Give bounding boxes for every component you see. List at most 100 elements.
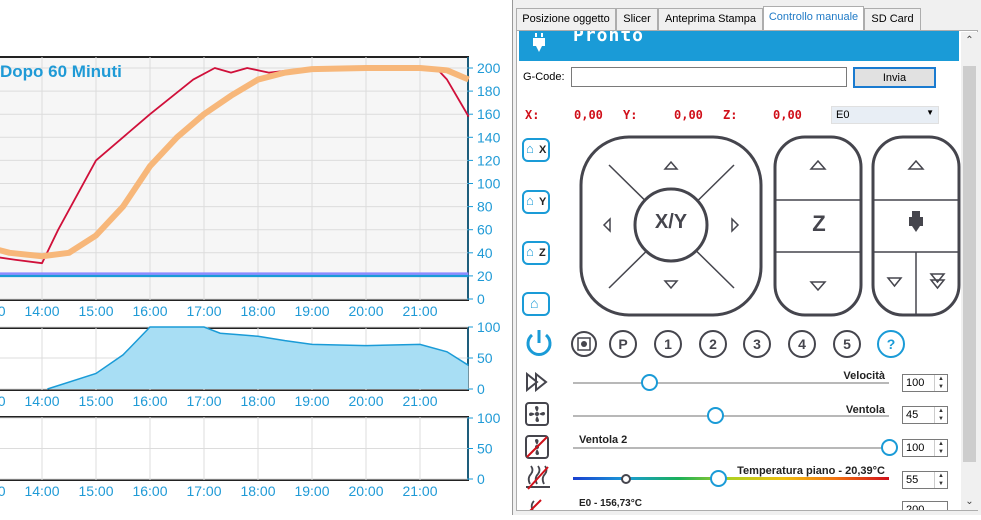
chevron-down-icon: ▼ xyxy=(926,108,934,117)
y-coord-label: Y: xyxy=(623,108,638,122)
x-tick-label: 16:00 xyxy=(132,393,167,409)
x-tick-label: 15:00 xyxy=(78,483,113,499)
double-arrow-down-icon[interactable] xyxy=(929,273,946,284)
chart-title: Dopo 60 Minuti xyxy=(0,62,122,81)
x-tick-label: 21:00 xyxy=(402,393,437,409)
z-label: Z xyxy=(812,211,826,236)
fan2-slider[interactable] xyxy=(573,447,889,449)
area-fill xyxy=(47,327,469,389)
arrow-up-icon[interactable] xyxy=(663,160,679,170)
y-tick-label: 50 xyxy=(477,441,493,457)
tab-anteprima-stampa[interactable]: Anteprima Stampa xyxy=(658,8,763,30)
vertical-scrollbar[interactable]: ⌃ ⌄ xyxy=(961,32,978,510)
tab-sd-card[interactable]: SD Card xyxy=(864,8,921,30)
x-tick-label: 13:00 xyxy=(0,483,6,499)
y-tick-label: 0 xyxy=(477,381,485,397)
preset-1-button[interactable]: 1 xyxy=(654,330,682,358)
control-panel: Posizione oggetto Slicer Anteprima Stamp… xyxy=(513,0,981,515)
fan-slider-thumb[interactable] xyxy=(707,407,725,424)
y-tick-label: 160 xyxy=(477,106,501,122)
tab-controllo-manuale[interactable]: Controllo manuale xyxy=(763,6,864,31)
arrow-up-icon[interactable] xyxy=(907,159,925,170)
status-bar: Pronto xyxy=(519,31,959,61)
x-tick-label: 18:00 xyxy=(240,303,275,319)
bed-temp-stepper[interactable]: 55 ▲ ▼ xyxy=(902,471,948,489)
z-jog-pad[interactable] xyxy=(773,135,863,317)
extruder-select[interactable]: E0 ▼ xyxy=(831,106,939,124)
arrow-left-icon[interactable] xyxy=(602,217,611,233)
send-button[interactable]: Invia xyxy=(853,67,936,88)
home-all-button[interactable]: ⌂ xyxy=(522,292,550,316)
x-tick-label: 15:00 xyxy=(78,393,113,409)
home-x-button[interactable]: ⌂ X xyxy=(522,138,550,162)
arrow-up-icon[interactable] xyxy=(809,159,827,170)
home-y-button[interactable]: ⌂ Y xyxy=(522,190,550,214)
x-tick-label: 18:00 xyxy=(240,393,275,409)
home-icon: ⌂ xyxy=(526,244,534,259)
y-tick-label: 60 xyxy=(477,222,493,238)
y-tick-label: 140 xyxy=(477,129,501,145)
y-tick-label: 0 xyxy=(477,291,485,307)
e0-temp-stepper[interactable]: 200 xyxy=(902,501,948,510)
arrow-down-icon[interactable] xyxy=(809,281,827,292)
speed-slider[interactable] xyxy=(573,382,889,384)
scrollbar-thumb[interactable] xyxy=(963,66,976,462)
bed-temp-slider-thumb[interactable] xyxy=(710,470,728,487)
y-tick-label: 120 xyxy=(477,152,501,168)
status-text: Pronto xyxy=(573,30,645,46)
xy-jog-pad[interactable] xyxy=(579,135,763,317)
x-tick-label: 18:00 xyxy=(240,483,275,499)
tab-posizione-oggetto[interactable]: Posizione oggetto xyxy=(516,8,616,30)
extruder-jog-pad[interactable] xyxy=(871,135,961,317)
x-tick-label: 15:00 xyxy=(78,303,113,319)
arrow-down-icon[interactable] xyxy=(886,277,903,288)
y-tick-label: 50 xyxy=(477,350,493,366)
home-z-button[interactable]: ⌂ Z xyxy=(522,241,550,265)
bed-current-temp-marker xyxy=(621,474,631,484)
arrow-down-icon[interactable] xyxy=(663,280,679,290)
preset-p-button[interactable]: P xyxy=(609,330,637,358)
x-tick-label: 20:00 xyxy=(348,393,383,409)
camera-icon[interactable] xyxy=(570,330,598,358)
fan-slider[interactable] xyxy=(573,415,889,417)
home-icon: ⌂ xyxy=(530,295,539,311)
speed-icon xyxy=(526,372,548,392)
extruder-icon xyxy=(909,211,923,232)
x-tick-label: 16:00 xyxy=(132,303,167,319)
y-tick-label: 100 xyxy=(477,176,501,192)
fan2-slider-thumb[interactable] xyxy=(881,439,898,456)
x-tick-label: 14:00 xyxy=(24,483,59,499)
preset-4-button[interactable]: 4 xyxy=(788,330,816,358)
arrow-right-icon[interactable] xyxy=(731,217,740,233)
x-tick-label: 17:00 xyxy=(186,393,221,409)
home-icon: ⌂ xyxy=(526,193,534,208)
x-coord-label: X: xyxy=(525,108,540,122)
power-icon[interactable] xyxy=(523,327,555,359)
fan-icon xyxy=(525,402,549,426)
chart-0-plot-area xyxy=(0,56,469,301)
gcode-input[interactable] xyxy=(571,67,847,87)
y-tick-label: 180 xyxy=(477,83,501,99)
fan2-stepper[interactable]: 100 ▲ ▼ xyxy=(902,439,948,457)
preset-2-button[interactable]: 2 xyxy=(699,330,727,358)
x-tick-label: 17:00 xyxy=(186,483,221,499)
scroll-down-icon[interactable]: ⌄ xyxy=(965,496,974,507)
x-tick-label: 21:00 xyxy=(402,483,437,499)
y-tick-label: 200 xyxy=(477,60,501,76)
help-button[interactable]: ? xyxy=(877,330,905,358)
nozzle-icon xyxy=(529,499,542,510)
bed-temp-label: Temperatura piano - 20,39°C xyxy=(737,465,885,477)
speed-slider-thumb[interactable] xyxy=(640,374,658,391)
scroll-up-icon[interactable]: ⌃ xyxy=(965,35,974,46)
preset-5-button[interactable]: 5 xyxy=(833,330,861,358)
fan-off-icon xyxy=(525,435,549,459)
fan-stepper[interactable]: 45 ▲ ▼ xyxy=(902,406,948,424)
speed-label: Velocità xyxy=(843,370,885,382)
speed-stepper[interactable]: 100 ▲ ▼ xyxy=(902,374,948,392)
tab-slicer[interactable]: Slicer xyxy=(616,8,658,30)
gcode-label: G-Code: xyxy=(523,71,565,83)
temperature-charts: 0 20 40 60 80 100 120 140 160 180 200 13:00 14:00 15:… xyxy=(0,0,513,515)
manual-control-content: Pronto G-Code: Invia X: 0,00 Y: 0,00 Z: … xyxy=(516,30,978,511)
preset-3-button[interactable]: 3 xyxy=(743,330,771,358)
bed-temp-slider[interactable] xyxy=(573,477,889,480)
